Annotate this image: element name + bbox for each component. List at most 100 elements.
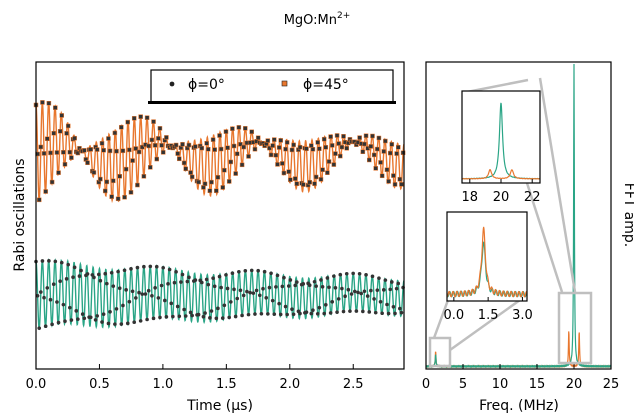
rabi-marker-square <box>375 146 380 152</box>
rabi-marker-dot <box>225 286 230 291</box>
rabi-marker-square <box>370 133 375 139</box>
rabi-marker-dot <box>365 294 370 298</box>
rabi-marker-dot <box>98 278 103 283</box>
legend-label-phi0: ϕ=0° <box>188 77 225 93</box>
rabi-marker-dot <box>93 318 98 322</box>
rabi-marker-square <box>36 197 42 203</box>
rabi-marker-square <box>400 150 406 156</box>
rabi-marker-dot <box>163 298 167 303</box>
rabi-marker-dot <box>286 284 291 288</box>
rabi-axes-frame <box>35 61 405 370</box>
rabi-marker-square <box>276 145 282 150</box>
rabi-marker-dot <box>146 288 151 293</box>
rabi-marker-square <box>202 181 208 187</box>
rabi-series-line-0 <box>35 100 405 204</box>
rabi-marker-square <box>326 159 332 164</box>
rabi-marker-square <box>152 143 158 148</box>
rabi-marker-dot <box>398 306 402 311</box>
rabi-marker-dot <box>241 293 246 298</box>
rabi-marker-square <box>321 136 327 142</box>
rabi-marker-dot <box>82 316 87 321</box>
rabi-marker-square <box>280 161 285 166</box>
legend-dot-marker <box>169 81 175 87</box>
rabi-marker-square <box>175 151 180 156</box>
rabi-marker-dot <box>348 309 352 313</box>
rabi-marker-dot <box>183 314 188 318</box>
rabi-marker-dot <box>196 312 201 317</box>
fft-axes-frame <box>425 61 612 370</box>
rabi-marker-square <box>64 131 69 136</box>
rabi-marker-square <box>183 166 188 172</box>
rabi-marker-dot <box>351 271 355 276</box>
rabi-marker-dot <box>375 288 380 292</box>
rabi-marker-dot <box>336 297 341 301</box>
inset-low: 0.0 1.5 3.0 <box>444 211 533 323</box>
rabi-marker-square <box>396 145 401 150</box>
rabi-marker-square <box>331 162 337 167</box>
rabi-marker-dot <box>307 283 312 287</box>
rabi-marker-square <box>135 182 140 188</box>
rabi-marker-square <box>230 126 235 131</box>
rabi-marker-square <box>99 141 105 146</box>
zoom-connectors <box>428 77 593 368</box>
rabi-marker-square <box>292 176 298 181</box>
rabi-marker-dot <box>114 307 119 311</box>
rabi-marker-dot <box>240 313 244 318</box>
rabi-marker-dot <box>140 292 145 296</box>
rabi-marker-square <box>288 177 293 182</box>
rabi-tick-label: 1.5 <box>216 377 237 392</box>
rabi-marker-dot <box>37 326 42 330</box>
rabi-marker-square <box>379 173 385 179</box>
rabi-marker-dot <box>74 309 79 313</box>
rabi-marker-square <box>180 142 185 147</box>
rabi-marker-square <box>209 179 214 185</box>
rabi-marker-square <box>119 124 124 130</box>
rabi-marker-square <box>275 162 280 167</box>
rabi-marker-square <box>336 141 341 146</box>
legend-shadow <box>148 101 396 104</box>
rabi-marker-square <box>368 144 374 149</box>
inset-high-ticks: 18 20 22 <box>462 179 540 205</box>
rabi-marker-dot <box>35 293 40 298</box>
rabi-marker-square <box>246 154 251 159</box>
rabi-marker-dot <box>343 294 347 299</box>
rabi-marker-dot <box>105 281 109 286</box>
rabi-marker-dot <box>277 301 281 306</box>
rabi-marker-square <box>193 144 198 149</box>
rabi-marker-square <box>57 129 63 134</box>
rabi-marker-square <box>328 134 333 139</box>
rabi-marker-dot <box>372 297 376 301</box>
fft-tick-label: 5 <box>459 377 467 392</box>
rabi-marker-square <box>236 125 242 130</box>
rabi-marker-square <box>45 136 50 142</box>
rabi-marker-square <box>94 147 100 152</box>
rabi-marker-square <box>241 144 246 150</box>
rabi-marker-dot <box>187 275 191 280</box>
rabi-marker-square <box>222 167 227 173</box>
rabi-marker-square <box>373 166 378 171</box>
rabi-marker-square <box>233 171 238 176</box>
rabi-marker-dot <box>325 276 330 280</box>
rabi-marker-square <box>265 138 271 143</box>
rabi-marker-dot <box>359 291 364 296</box>
rabi-marker-square <box>141 174 147 179</box>
rabi-marker-square <box>138 114 143 119</box>
rabi-marker-dot <box>190 313 194 318</box>
rabi-marker-dot <box>283 304 288 309</box>
rabi-marker-dot <box>386 311 391 316</box>
rabi-marker-square <box>268 152 274 158</box>
rabi-marker-dot <box>377 276 381 280</box>
rabi-marker-square <box>333 151 338 156</box>
rabi-marker-dot <box>333 285 338 290</box>
rabi-panel: 0.0 0.5 1.0 1.5 2.0 2.5 Time (μs) Rabi oscill… <box>12 61 406 414</box>
rabi-marker-square <box>394 151 399 156</box>
rabi-marker-dot <box>354 309 359 313</box>
rabi-marker-dot <box>208 316 212 320</box>
rabi-marker-square <box>43 189 48 194</box>
rabi-marker-dot <box>322 311 326 316</box>
zoom-line-1 <box>466 78 529 94</box>
rabi-marker-dot <box>39 290 43 294</box>
rabi-marker-dot <box>95 314 99 318</box>
rabi-marker-dot <box>148 264 153 269</box>
rabi-marker-dot <box>106 321 111 326</box>
